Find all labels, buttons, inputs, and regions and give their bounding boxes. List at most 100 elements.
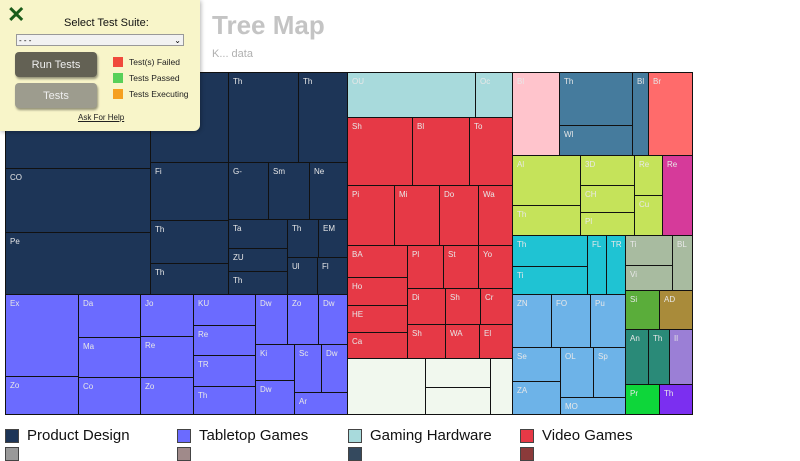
treemap-cell[interactable]: Ho bbox=[347, 277, 408, 306]
treemap-cell[interactable]: ZU bbox=[228, 248, 288, 272]
treemap-cell[interactable]: Ki bbox=[255, 344, 295, 381]
treemap-cell[interactable]: Th bbox=[150, 220, 229, 264]
treemap-cell[interactable]: Jo bbox=[140, 294, 194, 337]
treemap-cell[interactable]: Sp bbox=[593, 347, 626, 398]
treemap-cell[interactable]: Th bbox=[193, 386, 256, 415]
treemap-cell[interactable]: FL bbox=[587, 235, 607, 295]
treemap-cell[interactable]: Fl bbox=[317, 257, 348, 295]
treemap-cell[interactable]: AD bbox=[659, 290, 693, 330]
treemap-cell[interactable]: Th bbox=[648, 329, 670, 385]
treemap-cell[interactable] bbox=[490, 358, 513, 415]
treemap-cell[interactable]: Al bbox=[512, 155, 581, 206]
ask-for-help-link[interactable]: Ask For Help bbox=[78, 113, 125, 122]
treemap-cell[interactable]: Ca bbox=[347, 332, 408, 359]
treemap-cell[interactable]: FO bbox=[551, 294, 591, 348]
treemap-cell[interactable]: OU bbox=[347, 72, 476, 118]
treemap-cell[interactable]: Th bbox=[559, 72, 633, 126]
legend-item-product-design[interactable]: Product Design bbox=[5, 427, 130, 444]
treemap-cell[interactable]: BL bbox=[672, 235, 693, 291]
treemap-cell[interactable]: To bbox=[469, 117, 513, 186]
treemap-cell[interactable]: Pu bbox=[590, 294, 626, 348]
treemap-cell[interactable]: Yo bbox=[478, 245, 513, 289]
treemap-cell[interactable]: Zo bbox=[140, 377, 194, 415]
treemap-cell[interactable]: Sh bbox=[445, 288, 481, 325]
treemap-cell[interactable]: BA bbox=[347, 245, 408, 278]
treemap-cell[interactable]: Re bbox=[634, 155, 663, 196]
legend-item-gaming-hardware[interactable]: Gaming Hardware bbox=[348, 427, 492, 444]
treemap-cell[interactable]: Bl bbox=[632, 72, 649, 156]
treemap-cell[interactable]: Ar bbox=[294, 392, 348, 415]
treemap-cell[interactable]: Dw bbox=[255, 380, 295, 415]
treemap-cell[interactable]: KU bbox=[193, 294, 256, 326]
treemap-cell[interactable]: Th bbox=[150, 263, 229, 295]
treemap-cell[interactable]: Vi bbox=[625, 265, 673, 291]
treemap-cell[interactable]: G- bbox=[228, 162, 269, 220]
treemap-cell[interactable]: Th bbox=[512, 235, 588, 267]
tests-button[interactable]: Tests bbox=[15, 83, 97, 108]
treemap-cell[interactable]: Cr bbox=[480, 288, 513, 325]
treemap-cell[interactable]: HE bbox=[347, 305, 408, 333]
treemap-cell[interactable]: Th bbox=[228, 271, 288, 295]
treemap-cell[interactable]: TR bbox=[193, 355, 256, 387]
treemap-cell[interactable]: Zo bbox=[287, 294, 319, 345]
treemap-cell[interactable]: Bl bbox=[412, 117, 470, 186]
treemap-cell[interactable]: Dw bbox=[321, 344, 348, 393]
treemap-cell[interactable]: Di bbox=[407, 288, 446, 325]
treemap-cell[interactable]: Se bbox=[512, 347, 561, 382]
test-suite-select[interactable]: - - - ⌄ bbox=[16, 34, 184, 46]
treemap-cell[interactable]: Th bbox=[228, 72, 299, 163]
treemap-cell[interactable]: Sh bbox=[347, 117, 413, 186]
run-tests-button[interactable]: Run Tests bbox=[15, 52, 97, 77]
treemap-cell[interactable]: Th bbox=[659, 384, 693, 415]
treemap-cell[interactable]: Pl bbox=[407, 245, 444, 289]
treemap-cell[interactable]: Cu bbox=[634, 195, 663, 236]
treemap-cell[interactable]: Bl bbox=[512, 72, 560, 156]
treemap-cell[interactable]: El bbox=[479, 324, 513, 359]
treemap-cell[interactable]: Ul bbox=[287, 257, 318, 295]
treemap-cell[interactable]: Sh bbox=[407, 324, 446, 359]
treemap-cell[interactable]: ZA bbox=[512, 381, 561, 415]
treemap-cell[interactable]: Pe bbox=[5, 232, 151, 295]
treemap-cell[interactable]: Re bbox=[193, 325, 256, 356]
treemap-cell[interactable]: Dw bbox=[318, 294, 348, 345]
treemap-cell[interactable]: Il bbox=[669, 329, 693, 385]
treemap-cell[interactable]: Dw bbox=[255, 294, 288, 345]
treemap-cell[interactable]: Sc bbox=[294, 344, 322, 393]
treemap-cell[interactable]: Pr bbox=[625, 384, 660, 415]
treemap-cell[interactable] bbox=[347, 358, 426, 415]
treemap-cell[interactable]: Wa bbox=[478, 185, 513, 246]
treemap-cell[interactable]: Pl bbox=[580, 212, 635, 236]
treemap-cell[interactable]: CH bbox=[580, 185, 635, 213]
treemap-cell[interactable]: Pi bbox=[347, 185, 395, 246]
treemap-cell[interactable]: Wl bbox=[559, 125, 633, 156]
treemap-cell[interactable] bbox=[425, 387, 491, 415]
treemap-cell[interactable]: Ta bbox=[228, 219, 288, 249]
treemap-cell[interactable]: CO bbox=[5, 168, 151, 233]
legend-item-video-games[interactable]: Video Games bbox=[520, 427, 633, 444]
treemap-cell[interactable]: Si bbox=[625, 290, 660, 330]
treemap-cell[interactable]: Mi bbox=[394, 185, 440, 246]
treemap-cell[interactable]: Re bbox=[662, 155, 693, 236]
treemap-cell[interactable]: An bbox=[625, 329, 649, 385]
treemap-cell[interactable]: Ex bbox=[5, 294, 79, 377]
treemap-cell[interactable]: Ne bbox=[309, 162, 348, 220]
treemap-cell[interactable]: Fi bbox=[150, 162, 229, 221]
legend-item-tabletop-games[interactable]: Tabletop Games bbox=[177, 427, 308, 444]
treemap-cell[interactable]: Do bbox=[439, 185, 479, 246]
treemap-cell[interactable]: Th bbox=[298, 72, 348, 163]
treemap-cell[interactable]: Zo bbox=[5, 376, 79, 415]
treemap-cell[interactable] bbox=[425, 358, 491, 388]
treemap-cell[interactable]: Th bbox=[287, 219, 319, 258]
treemap-cell[interactable]: Br bbox=[648, 72, 693, 156]
treemap-cell[interactable]: OL bbox=[560, 347, 594, 398]
treemap-cell[interactable]: Re bbox=[140, 336, 194, 378]
treemap-cell[interactable]: MO bbox=[560, 397, 626, 415]
treemap-cell[interactable]: ZN bbox=[512, 294, 552, 348]
treemap-cell[interactable]: 3D bbox=[580, 155, 635, 186]
treemap-cell[interactable]: Ti bbox=[625, 235, 673, 266]
treemap-cell[interactable]: Th bbox=[512, 205, 581, 236]
treemap-cell[interactable]: Da bbox=[78, 294, 141, 338]
treemap-cell[interactable]: WA bbox=[445, 324, 480, 359]
treemap-cell[interactable]: TR bbox=[606, 235, 626, 295]
treemap-cell[interactable]: EM bbox=[318, 219, 348, 258]
